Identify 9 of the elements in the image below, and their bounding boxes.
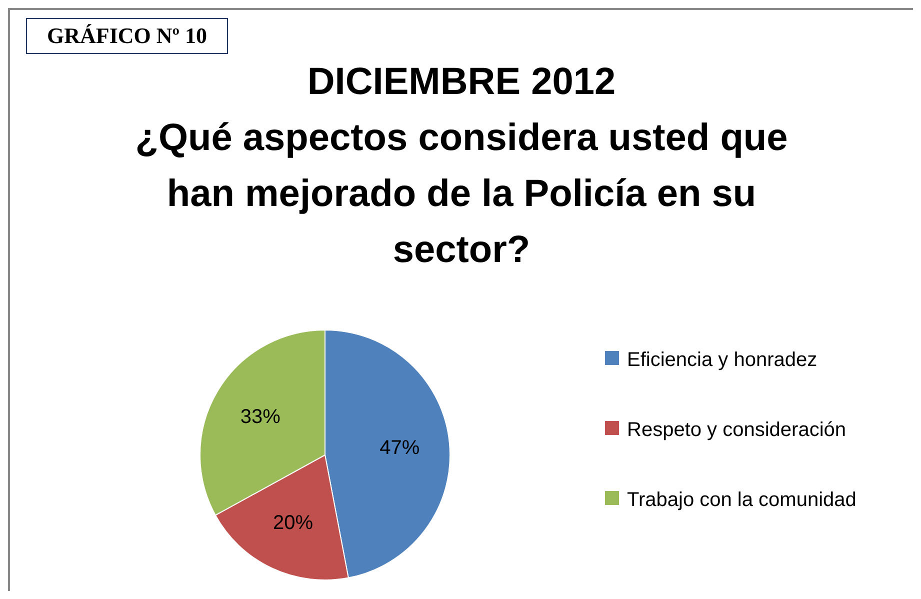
legend-label: Respeto y consideración (627, 418, 848, 443)
text: GRÁFICO Nº 10 (26, 18, 228, 54)
data-label: 47% (380, 436, 420, 459)
data-label: 20% (273, 512, 314, 534)
legend-label: Eficiencia y honradez (627, 348, 818, 373)
chart-title: DICIEMBRE 2012 (306, 60, 617, 105)
data-label: 33% (240, 406, 281, 428)
legend-label: Trabajo con la comunidad (627, 488, 858, 513)
chart-subtitle: ¿Qué aspectos considera usted que han mejorado de la Policía en su sector? (134, 116, 789, 273)
